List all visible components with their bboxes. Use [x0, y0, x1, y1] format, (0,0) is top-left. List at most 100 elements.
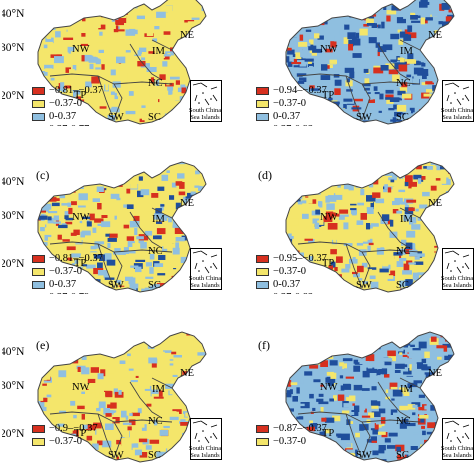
pixel-patch [202, 384, 206, 390]
pixel-patch [295, 3, 303, 10]
pixel-patch [290, 162, 299, 163]
pixel-patch [131, 210, 137, 214]
pixel-patch [153, 0, 161, 5]
pixel-patch [179, 414, 185, 418]
pixel-patch [458, 345, 465, 351]
pixel-patch [106, 383, 116, 386]
region-boundary [113, 83, 123, 121]
pixel-patch [416, 362, 423, 369]
pixel-patch [52, 12, 59, 19]
pixel-patch [287, 49, 295, 55]
pixel-patch [406, 292, 412, 294]
pixel-patch [135, 253, 142, 257]
legend-swatch [256, 280, 269, 289]
pixel-patch [116, 215, 127, 220]
pixel-patch [137, 190, 144, 198]
pixel-patch [69, 453, 73, 460]
region-boundary [361, 419, 421, 423]
pixel-patch [399, 405, 409, 411]
pixel-patch [296, 73, 307, 77]
region-label-im: IM [400, 214, 413, 225]
pixel-patch [47, 19, 54, 23]
pixel-patch [59, 410, 67, 414]
pixel-patch [365, 17, 374, 24]
pixel-patch [411, 186, 419, 191]
pixel-patch [418, 341, 427, 349]
pixel-patch [81, 55, 85, 62]
pixel-patch [148, 164, 155, 167]
pixel-patch [419, 412, 425, 418]
legend-swatch [32, 254, 45, 263]
pixel-patch [194, 384, 199, 387]
pixel-patch [327, 449, 336, 456]
pixel-patch [420, 416, 425, 423]
pixel-patch [366, 23, 376, 26]
pixel-patch [424, 439, 434, 447]
pixel-patch [358, 353, 364, 357]
pixel-patch [286, 370, 291, 376]
pixel-patch [38, 5, 45, 9]
pixel-patch [398, 248, 406, 255]
pixel-patch [205, 189, 206, 196]
pixel-patch [425, 81, 434, 85]
pixel-patch [384, 374, 390, 378]
pixel-patch [326, 203, 335, 210]
pixel-patch [38, 358, 41, 362]
pixel-patch [325, 48, 333, 53]
region-label-nw: NW [72, 382, 90, 393]
pixel-patch [66, 246, 76, 251]
pixel-patch [137, 257, 142, 262]
pixel-patch [84, 351, 94, 354]
pixel-patch [101, 64, 105, 70]
pixel-patch [132, 418, 142, 425]
pixel-patch [290, 382, 298, 386]
pixel-patch [301, 200, 309, 204]
pixel-patch [188, 162, 196, 164]
pixel-patch [281, 216, 285, 220]
pixel-patch [287, 61, 293, 67]
pixel-patch [158, 255, 166, 260]
pixel-patch [40, 12, 49, 16]
pixel-patch [71, 418, 76, 422]
pixel-patch [317, 162, 326, 166]
pixel-patch [366, 332, 376, 337]
pixel-patch [190, 72, 200, 78]
pixel-patch [61, 239, 70, 242]
pixel-patch [151, 193, 159, 198]
pixel-patch [310, 172, 318, 180]
pixel-patch [205, 207, 206, 212]
pixel-patch [99, 53, 109, 60]
pixel-patch [366, 223, 371, 230]
pixel-patch [203, 187, 206, 191]
pixel-patch [190, 460, 196, 462]
pixel-patch [70, 400, 76, 406]
pixel-patch [322, 5, 328, 10]
pixel-patch [389, 382, 398, 390]
pixel-patch [176, 110, 185, 113]
pixel-patch [420, 459, 429, 462]
pixel-patch [383, 262, 388, 265]
pixel-patch [116, 16, 127, 23]
pixel-patch [318, 92, 329, 99]
pixel-patch [455, 2, 460, 7]
region-boundary [49, 241, 115, 253]
pixel-patch [350, 412, 355, 415]
pixel-patch [81, 356, 87, 360]
pixel-patch [364, 113, 369, 120]
pixel-patch [145, 262, 152, 267]
pixel-patch [43, 28, 47, 33]
pixel-patch [314, 222, 320, 229]
pixel-patch [38, 353, 48, 356]
pixel-patch [172, 293, 179, 295]
legend-label: 0.37-0.82 [273, 291, 313, 294]
pixel-patch [377, 0, 383, 6]
region-boundary [297, 241, 363, 253]
pixel-patch [190, 191, 196, 195]
pixel-patch [90, 329, 95, 331]
legend-swatch [256, 86, 269, 95]
pixel-patch [38, 34, 39, 42]
pixel-patch [199, 34, 206, 41]
pixel-patch [38, 35, 40, 39]
pixel-patch [157, 453, 163, 459]
pixel-patch [307, 345, 315, 348]
